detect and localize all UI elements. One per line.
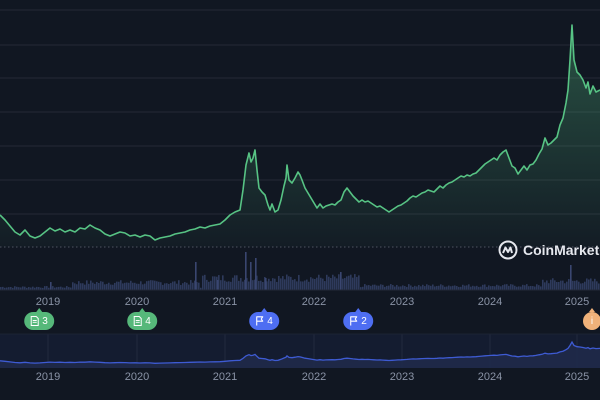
navigator-year-label: 2024	[477, 371, 503, 383]
document-event-badge[interactable]: 4	[127, 308, 157, 330]
price-area	[0, 25, 600, 247]
main-year-label: 2022	[301, 296, 327, 308]
main-year-label: 2020	[124, 296, 150, 308]
navigator-year-label: 2023	[389, 371, 415, 383]
main-year-label: 2025	[564, 296, 590, 308]
badge-count: i	[590, 315, 594, 327]
navigator-year-label: 2025	[564, 371, 590, 383]
watermark-text: CoinMarketCap	[523, 242, 600, 258]
price-line[interactable]	[0, 24, 600, 241]
document-icon	[133, 316, 142, 326]
navigator-year-label: 2021	[212, 371, 238, 383]
navigator-year-label: 2019	[35, 371, 61, 383]
flag-icon	[350, 316, 358, 326]
main-year-label: 2021	[212, 296, 238, 308]
navigator-year-label: 2022	[301, 371, 327, 383]
flag-event-badge[interactable]: 2	[343, 308, 373, 330]
badge-count: 4	[267, 315, 273, 327]
badge-count: 4	[145, 315, 151, 327]
navigator-area	[0, 342, 600, 368]
badge-count: 2	[361, 315, 367, 327]
watermark-logo: CoinMarketCap	[498, 240, 600, 260]
flag-event-badge[interactable]: 4	[249, 308, 279, 330]
badge-count: 3	[42, 315, 48, 327]
navigator-year-label: 2020	[124, 371, 150, 383]
volume-bars	[0, 252, 600, 290]
flag-icon	[256, 316, 264, 326]
document-icon	[30, 316, 39, 326]
document-event-badge[interactable]: 3	[24, 308, 54, 330]
info-event-badge[interactable]: i	[583, 308, 600, 330]
main-year-label: 2023	[389, 296, 415, 308]
main-year-label: 2019	[35, 296, 61, 308]
main-year-label: 2024	[477, 296, 503, 308]
coinmarketcap-logo-icon	[498, 240, 518, 260]
navigator-line	[0, 340, 600, 364]
